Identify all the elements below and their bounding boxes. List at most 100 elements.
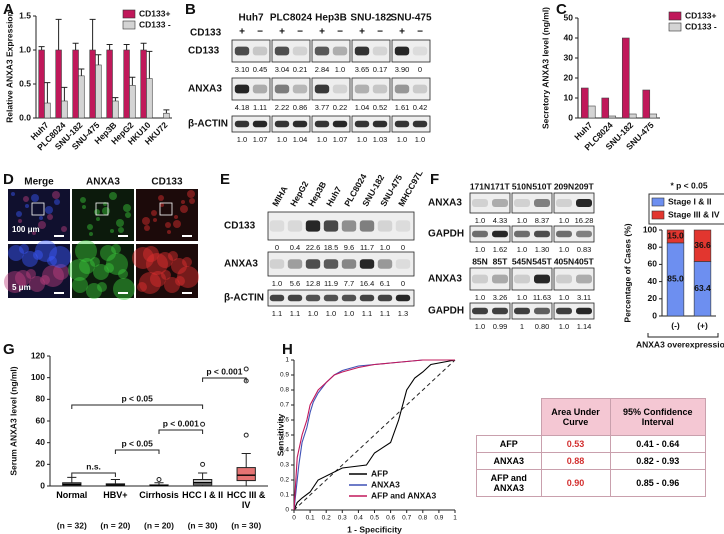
scale-bar [118,235,128,237]
legend-label: AFP and ANXA3 [371,490,436,500]
channel-label: ANXA3 [86,177,120,188]
band-quantity: 7.7 [344,279,354,288]
significance-bracket [202,377,247,382]
y-tick-label: 100 [643,224,657,234]
cell-signal [189,198,195,204]
lane-label: 209N [554,181,574,191]
micrograph [8,244,70,298]
lane-label: Huh7 [324,184,343,208]
y-tick-label: 30 [564,52,574,62]
cell-signal [26,269,36,279]
condition-label: CD133 [190,28,222,39]
band-quantity: 1.0 [415,135,425,144]
cell-signal [137,282,147,292]
whisker-high [241,453,251,468]
bar [55,49,62,119]
blot-strip [553,192,595,214]
cell-signal [54,199,60,205]
cell-signal [16,211,22,217]
cell-signal [118,227,124,233]
row-label: GAPDH [428,306,464,317]
y-tick-label: 40 [648,276,658,286]
bar [621,37,630,119]
bar [601,97,610,119]
bar [140,49,147,119]
corner-cell [476,398,541,436]
blot-band [492,230,508,238]
band-quantity: 4.18 [235,103,250,112]
blot-band [472,274,488,284]
blot-band [292,120,308,128]
blot-band [314,84,330,94]
bar [608,115,617,119]
blot-strip [231,77,271,101]
ci-value: 0.82 - 0.93 [609,452,707,470]
blot-strip [391,39,431,63]
band-quantity: 1.0 [344,309,354,318]
condition-sign: − [337,27,343,38]
blot-strip [553,225,595,243]
lane-label: 171T [490,181,510,191]
cell-signal [79,258,95,274]
y-tick-label: 20 [36,459,46,469]
blot-band [274,120,290,128]
panel-letter: E [220,171,230,188]
significance-label: p < 0.001 [163,418,199,428]
condition-sign: + [239,27,245,38]
error-bar [112,97,119,101]
blot-band [514,274,530,284]
bar [146,78,153,119]
band-quantity: 1.07 [253,135,268,144]
cell-signal [102,207,110,215]
blot-strip [311,77,351,101]
y-tick-label: 0.3 [280,462,289,469]
bar [642,89,651,119]
lane-label: 510N [512,181,532,191]
band-quantity: 6.1 [380,279,390,288]
band-quantity: 0.99 [493,322,508,331]
panel-letter: H [282,341,293,358]
cell-signal [86,283,102,299]
legend-label: Stage III & IV [668,209,720,219]
band-quantity: 1.03 [373,135,388,144]
band-quantity: 1.0 [317,135,327,144]
band-quantity: 9.6 [344,243,354,252]
x-tick-label: 0.9 [434,515,443,522]
blot-band [234,120,250,128]
cell-signal [42,265,64,287]
cell-signal [80,197,86,203]
cell-signal [111,244,121,254]
blot-band [359,294,375,302]
auc-value: 0.88 [540,452,611,470]
panel-letter: C [556,1,567,18]
blot-band [359,259,375,269]
cell-signal [90,257,100,267]
bar [129,85,136,119]
lane-label: 209T [574,181,594,191]
x-tick-label: 0.8 [418,515,427,522]
band-quantity: 1.11 [253,103,267,112]
error-bar [146,50,153,79]
row-label: ANXA3 [224,259,258,270]
cell-signal [93,264,109,280]
band-quantity: 1.0 [475,322,485,331]
y-tick-label: 1.5 [19,10,31,20]
legend-swatch [122,9,136,19]
band-quantity: 1.0 [559,216,569,225]
blot-band [269,220,285,232]
blot-strip [311,115,351,133]
blot-band [556,307,572,315]
band-quantity: 3.65 [355,65,370,74]
sample-size: (n = 20) [100,520,130,530]
cell-signal [146,253,168,275]
y-tick-label: 0.8 [280,387,289,394]
cell-signal [53,264,69,280]
band-quantity: 1.30 [535,245,550,254]
band-quantity: 0.45 [253,65,268,74]
outlier [243,366,249,372]
cell-signal [82,205,86,209]
blot-band [341,294,357,302]
blot-band [372,84,388,94]
cell-signal [143,246,159,262]
cell-signal [180,205,188,213]
